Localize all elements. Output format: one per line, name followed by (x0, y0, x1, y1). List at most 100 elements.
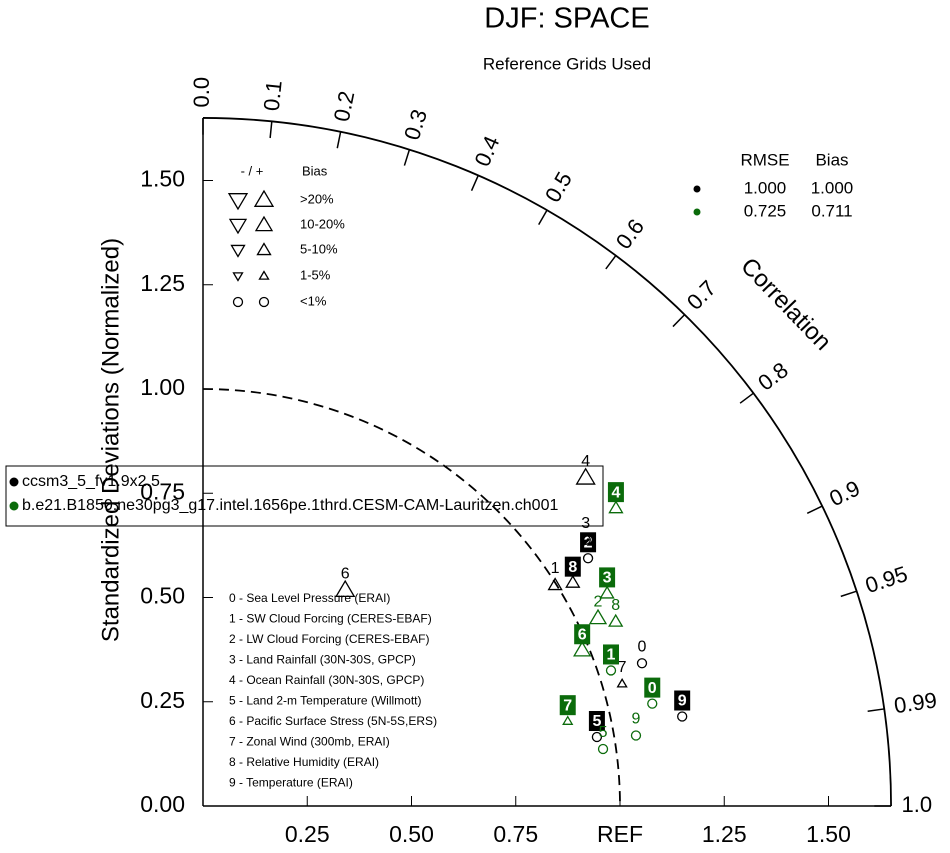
point-label: 4 (611, 484, 620, 501)
correlation-tick (739, 392, 754, 404)
point-label-box (603, 644, 620, 665)
bias-value: 0.711 (811, 201, 852, 220)
correlation-tick-label: 0.6 (611, 214, 649, 253)
bias-legend-label: 1-5% (300, 267, 331, 282)
marker-triangle (253, 189, 275, 207)
marker-triangle (227, 193, 249, 211)
marker-circle (582, 553, 594, 564)
legend-dot (9, 501, 19, 511)
marker-triangle (256, 242, 272, 256)
marker-triangle (616, 677, 628, 688)
bias-legend-label: >20% (300, 191, 334, 206)
point-label: 8 (611, 597, 620, 614)
marker-circle (580, 534, 591, 545)
legend-label: ccsm3_5_fv1.9x2.5 (22, 473, 160, 490)
marker-triangle (573, 640, 592, 657)
y-tick-label: 1.00 (140, 374, 185, 400)
point-label-box (674, 690, 691, 711)
x-tick-label: REF (597, 821, 643, 847)
point-label: 9 (632, 711, 641, 728)
chart-subtitle: Reference Grids Used (483, 54, 651, 73)
case-list-item: 8 - Relative Humidity (ERAI) (229, 755, 379, 769)
x-tick-label: 1.25 (702, 821, 747, 847)
marker-triangle (254, 215, 274, 232)
case-list-item: 7 - Zonal Wind (300mb, ERAI) (229, 735, 390, 749)
marker-circle (591, 731, 603, 743)
marker-circle (605, 665, 617, 676)
correlation-label: Correlation (735, 253, 836, 356)
point-label: 3 (581, 515, 590, 532)
outer-arc (202, 117, 892, 807)
case-list-item: 1 - SW Cloud Forcing (CERES-EBAF) (229, 612, 432, 626)
correlation-tick (269, 121, 273, 139)
correlation-tick-label: 0.2 (329, 89, 360, 124)
point-label-box (564, 556, 581, 577)
correlation-tick-label: 0.4 (469, 132, 504, 170)
point-label: 2 (584, 534, 593, 551)
correlation-tick-label: 0.3 (399, 106, 432, 143)
legend-label: b.e21.B1850.ne30pg3_g17.intel.1656pe.1th… (22, 497, 558, 514)
point-label: 7 (618, 659, 627, 676)
case-list-item: 6 - Pacific Surface Stress (5N-5S,ERS) (229, 714, 437, 728)
x-tick-label: 0.75 (493, 821, 538, 847)
point-label: 9 (678, 693, 687, 710)
bias-legend-label: <1% (300, 293, 327, 308)
y-axis-label: Standardized Deviations (Normalized) (97, 238, 124, 642)
rmse-value: 0.725 (744, 201, 787, 220)
correlation-tick-label: 0.99 (892, 687, 938, 718)
bias-legend-label: 10-20% (300, 216, 345, 231)
stats-header: Bias (815, 150, 848, 169)
bias-legend-sign-header: - / + (241, 163, 264, 178)
y-tick-label: 0.00 (140, 791, 185, 817)
case-list-item: 2 - LW Cloud Forcing (CERES-EBAF) (229, 632, 430, 646)
point-label-box (599, 567, 616, 588)
case-legend-box (5, 465, 604, 527)
rmse-value: 1.000 (744, 178, 787, 197)
point-label: 2 (594, 593, 603, 610)
point-label-box (580, 532, 597, 553)
point-label: 3 (603, 570, 612, 587)
x-tick-label: 1.50 (806, 821, 851, 847)
x-tick-label: 0.50 (389, 821, 434, 847)
reference-arc (202, 388, 621, 807)
stats-header: RMSE (740, 150, 789, 169)
point-label: 1 (551, 560, 560, 577)
marker-circle (636, 658, 648, 669)
point-label: 6 (578, 626, 587, 643)
case-list-item: 5 - Land 2-m Temperature (Willmott) (229, 694, 422, 708)
x-tick-label: 0.25 (285, 821, 330, 847)
point-label: 0 (648, 680, 657, 697)
point-label: 0 (638, 638, 647, 655)
correlation-tick-label: 0.7 (682, 275, 721, 314)
y-tick-label: 0.25 (140, 687, 185, 713)
point-label: 4 (581, 453, 590, 470)
marker-triangle (588, 608, 608, 625)
correlation-tick-label: 0.95 (862, 561, 910, 598)
marker-triangle (232, 272, 244, 282)
correlation-tick-label: 0.9 (825, 475, 863, 511)
marker-circle (258, 296, 270, 308)
correlation-tick-label: 0.1 (259, 79, 287, 112)
correlation-tick-label: 1.0 (901, 792, 932, 817)
stats-dot (693, 208, 701, 216)
correlation-tick (403, 149, 411, 166)
correlation-tick (538, 209, 548, 225)
marker-triangle (599, 585, 615, 599)
point-label: 7 (563, 697, 572, 714)
bias-legend-header: Bias (302, 163, 328, 178)
legend-dot (9, 477, 19, 487)
case-list-item: 4 - Ocean Rainfall (30N-30S, GPCP) (229, 673, 424, 687)
point-label-box (588, 710, 605, 731)
marker-triangle (258, 270, 270, 280)
point-label-box (644, 677, 661, 698)
correlation-tick-label: 0.0 (189, 77, 214, 108)
marker-circle (630, 730, 642, 741)
correlation-tick (806, 505, 823, 515)
point-label: 6 (341, 565, 350, 582)
case-list-item: 0 - Sea Level Pressure (ERAI) (229, 591, 390, 605)
bias-value: 1.000 (811, 178, 854, 197)
point-label-box (574, 624, 591, 645)
point-label: 8 (568, 559, 577, 576)
marker-circle (677, 711, 688, 722)
